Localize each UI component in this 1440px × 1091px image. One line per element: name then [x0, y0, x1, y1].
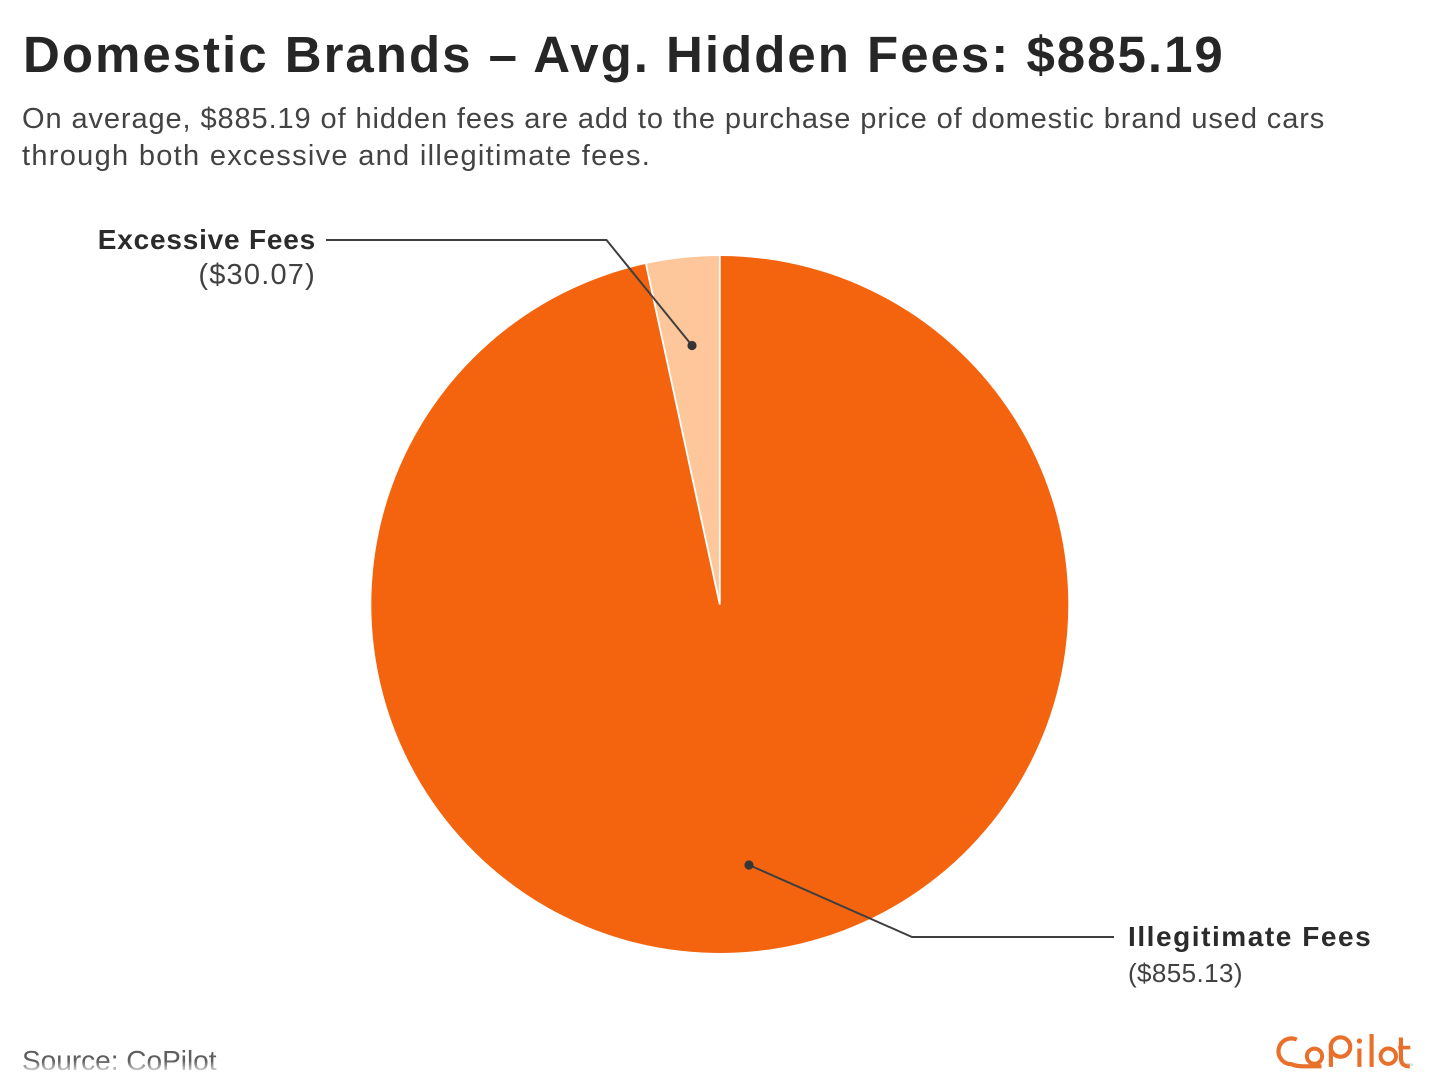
svg-text:™: ™: [1406, 1063, 1413, 1070]
